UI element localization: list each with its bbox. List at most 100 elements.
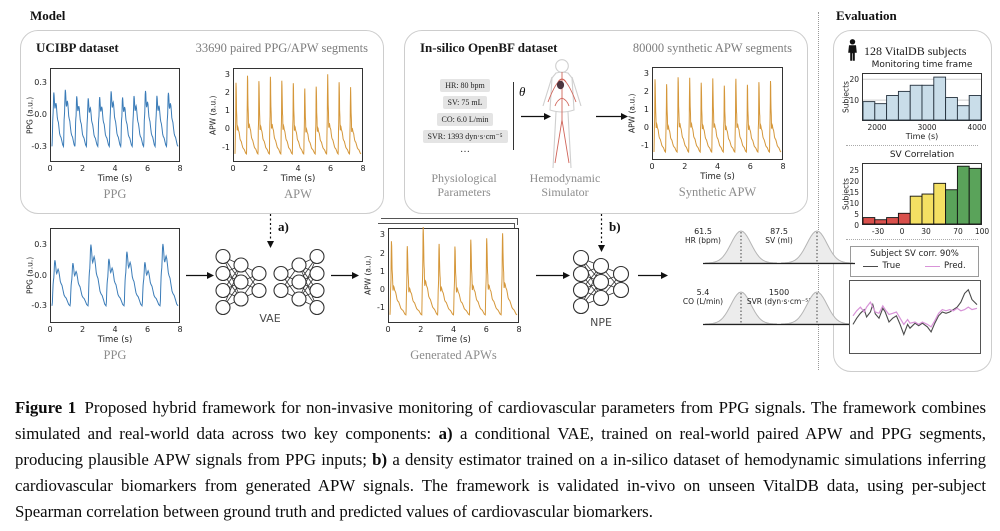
svr-distribution-value: 1500 [768, 288, 790, 297]
ppg_input-ytick: 0.3 [34, 239, 47, 249]
monitoring_hist-xtick: 4000 [967, 123, 987, 132]
model-evaluation-divider [818, 12, 819, 370]
flow-arrow-icon [186, 271, 214, 279]
caption-text: a density estimator trained on a in-sili… [15, 450, 986, 522]
flow-arrow-icon [638, 271, 668, 279]
sv-distribution-value: 87.5 [770, 227, 788, 236]
ppg_ucibp-xtick: 2 [79, 164, 86, 173]
sv-distribution-label: SV (ml) [765, 236, 793, 245]
step-a-label: a) [278, 219, 289, 234]
apw_synthetic-caption: Synthetic APW [678, 185, 757, 199]
apw_synthetic-ytick: 2 [643, 87, 649, 97]
vitaldb-subjects-label: 128 VitalDB subjects [864, 44, 967, 58]
apw_ucibp-xtick: 4 [295, 164, 301, 173]
ppg_ucibp-xtick: 6 [144, 164, 151, 173]
caption-text: a conditional VAE, trained on real-world… [15, 424, 986, 470]
person-icon [848, 39, 857, 61]
sv_corr_hist-ytick: 5 [854, 209, 859, 219]
apw_ucibp-ytick: -1 [222, 142, 230, 152]
distribution-svr: 1500 SVR (dyn·s·cm⁻⁵) [741, 287, 855, 326]
legend-label: True [882, 261, 901, 271]
apw_synthetic-xtick: 4 [714, 162, 721, 171]
dashed-down-arrow-icon [266, 214, 274, 248]
caption-bold-text: a) [438, 424, 453, 444]
ppg_ucibp-ytick: -0.3 [31, 142, 47, 152]
sv_corr_hist-xtick: 30 [921, 227, 931, 236]
vae-network-icon [215, 248, 325, 316]
apw_synthetic-xtick: 2 [682, 162, 688, 171]
hr-distribution-curve [703, 230, 779, 265]
apw_generated-xtick: 4 [450, 325, 457, 334]
ppg_input-ytick: -0.3 [31, 301, 47, 311]
apw_generated-xtick: 8 [516, 325, 522, 334]
ppg_input-xlabel: Time (s) [97, 335, 133, 345]
model-section-label: Model [30, 8, 66, 23]
stacked-frame-line-2 [378, 223, 515, 229]
apw_generated-ytick: 2 [379, 248, 385, 258]
apw_generated-ytick: -1 [377, 303, 385, 313]
apw_ucibp-ytick: 2 [224, 88, 230, 98]
sv_corr_hist-ytick: 25 [849, 166, 859, 176]
apw_generated-xtick: 2 [418, 325, 424, 334]
svr-distribution-label: SVR (dyn·s·cm⁻⁵) [746, 297, 812, 306]
legend-entries: True Pred. [851, 261, 978, 271]
apw_synthetic-xlabel: Time (s) [700, 172, 735, 182]
sv-correlation-legend: Subject SV corr. 90% True Pred. [850, 246, 979, 277]
hemodynamic-simulator-label: Hemodynamic Simulator [529, 171, 601, 199]
sv-distribution-curve [779, 230, 855, 265]
apw_ucibp-xtick: 2 [262, 164, 269, 173]
legend-item-true: True [863, 261, 900, 271]
apw_synthetic-ytick: 0 [643, 122, 649, 132]
apw_ucibp-xtick: 0 [230, 164, 236, 173]
distribution-hr: 61.5 HR (bpm) [665, 226, 779, 265]
flow-arrow-icon [536, 271, 570, 279]
apw_ucibp-plot [233, 68, 363, 162]
figure-caption: Figure 1 Proposed hybrid framework for n… [15, 395, 986, 525]
apw_ucibp-caption: APW [284, 187, 312, 201]
ppg_ucibp-ytick: 0.0 [34, 110, 47, 119]
param-hr: HR: 80 bpm [440, 79, 490, 92]
monitoring_hist-title: Monitoring time frame [871, 60, 973, 70]
apw_ucibp-xlabel: Time (s) [280, 174, 316, 184]
caption-text: Proposed hybrid framework for non-invasi… [15, 398, 986, 444]
co-distribution-value: 5.4 [696, 288, 710, 297]
flow-arrow-icon [331, 271, 359, 279]
ppg_ucibp-caption: PPG [103, 187, 127, 201]
distribution-sv: 87.5 SV (ml) [741, 226, 855, 265]
distribution-co: 5.4 CO (L/min) [665, 287, 779, 326]
flow-arrow-icon [521, 112, 551, 120]
apw_synthetic-ytick: -1 [641, 140, 649, 150]
ppg_ucibp-plot [50, 68, 180, 162]
stacked-frame-line-1 [381, 218, 518, 225]
apw_ucibp-xtick: 6 [327, 164, 334, 173]
ppg_ucibp-xlabel: Time (s) [97, 174, 133, 184]
ppg_input-ytick: 0.0 [34, 270, 47, 280]
subject-sv-line-plot [849, 280, 981, 354]
theta-symbol: θ [519, 84, 526, 99]
ppg_ucibp-xtick: 4 [112, 164, 118, 173]
sv_corr_hist-ytick: 10 [849, 198, 859, 208]
legend-title: Subject SV corr. 90% [870, 249, 959, 259]
ucibp-subtitle: 33690 paired PPG/APW segments [195, 41, 368, 55]
apw_ucibp-ytick: 0 [224, 124, 230, 134]
param-svr: SVR: 1393 dyn·s·cm⁻⁵ [422, 130, 508, 143]
ucibp-title: UCIBP dataset [36, 40, 119, 55]
step-b-label: b) [609, 219, 621, 234]
monitoring_hist-ytick: 20 [849, 74, 859, 84]
sv_corr_hist-plot [862, 163, 982, 225]
apw_generated-ytick: 1 [379, 266, 385, 276]
sv_corr_hist-ytick: 15 [849, 187, 859, 197]
sv_corr_hist-ytick: 20 [849, 176, 859, 186]
hr-distribution-value: 61.5 [694, 227, 712, 236]
param-sv: SV: 75 mL [442, 96, 488, 109]
dashed-down-arrow-icon [597, 214, 605, 252]
apw_synthetic-xtick: 6 [747, 162, 753, 171]
figure-1-diagram: Model UCIBP dataset 33690 paired PPG/APW… [20, 8, 992, 372]
vae-label: VAE [259, 312, 281, 325]
physiological-parameters-label: Physiological Parameters [431, 171, 497, 199]
ppg_input-xtick: 2 [79, 325, 86, 334]
param-co: CO: 6.0 L/min [436, 113, 494, 126]
ppg_ucibp-ytick: 0.3 [34, 77, 47, 87]
legend-label: Pred. [944, 261, 966, 271]
ppg_input-xtick: 6 [144, 325, 151, 334]
